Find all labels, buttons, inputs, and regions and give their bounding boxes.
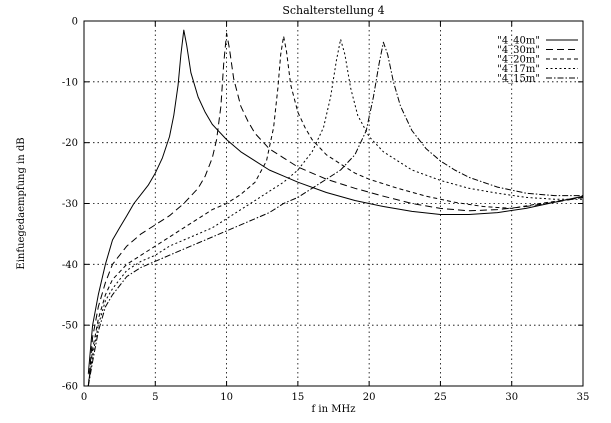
series-line-2 <box>87 32 584 387</box>
y-tick-label: -20 <box>62 138 78 149</box>
legend-label: "4_15m" <box>497 74 540 85</box>
y-tick-label: -40 <box>62 260 78 271</box>
legend: "4_40m""4_30m""4_20m""4_17m""4_15m" <box>497 36 578 85</box>
series-line-5 <box>87 41 583 387</box>
legend-label: "4_20m" <box>497 55 540 66</box>
legend-label: "4_17m" <box>497 64 540 75</box>
series-line-1 <box>87 29 584 374</box>
y-tick-label: 0 <box>72 17 78 28</box>
x-tick-label: 5 <box>152 392 158 403</box>
x-tick-label: 25 <box>434 392 447 403</box>
y-tick-label: -10 <box>62 77 78 88</box>
y-tick-label: -30 <box>62 199 78 210</box>
series-lines <box>87 29 584 387</box>
x-axis-label: f in MHz <box>312 404 356 415</box>
legend-label: "4_30m" <box>497 45 540 56</box>
x-tick-label: 15 <box>291 392 304 403</box>
y-tick-label: -60 <box>62 382 78 393</box>
x-tick-label: 30 <box>505 392 518 403</box>
x-tick-label: 35 <box>577 392 590 403</box>
chart-title: Schalterstellung 4 <box>282 4 384 17</box>
series-line-3 <box>87 35 584 387</box>
series-line-4 <box>87 38 583 387</box>
x-tick-label: 0 <box>81 392 87 403</box>
y-axis-label: Einfuegedaempfung in dB <box>16 137 27 269</box>
x-tick-label: 10 <box>220 392 233 403</box>
axis-ticks: 0 5 10 15 20 25 30 35 0 -10 -20 -30 -40 -50 -60 <box>62 17 589 404</box>
legend-label: "4_40m" <box>497 36 540 47</box>
y-tick-label: -50 <box>62 321 78 332</box>
x-tick-label: 20 <box>363 392 376 403</box>
